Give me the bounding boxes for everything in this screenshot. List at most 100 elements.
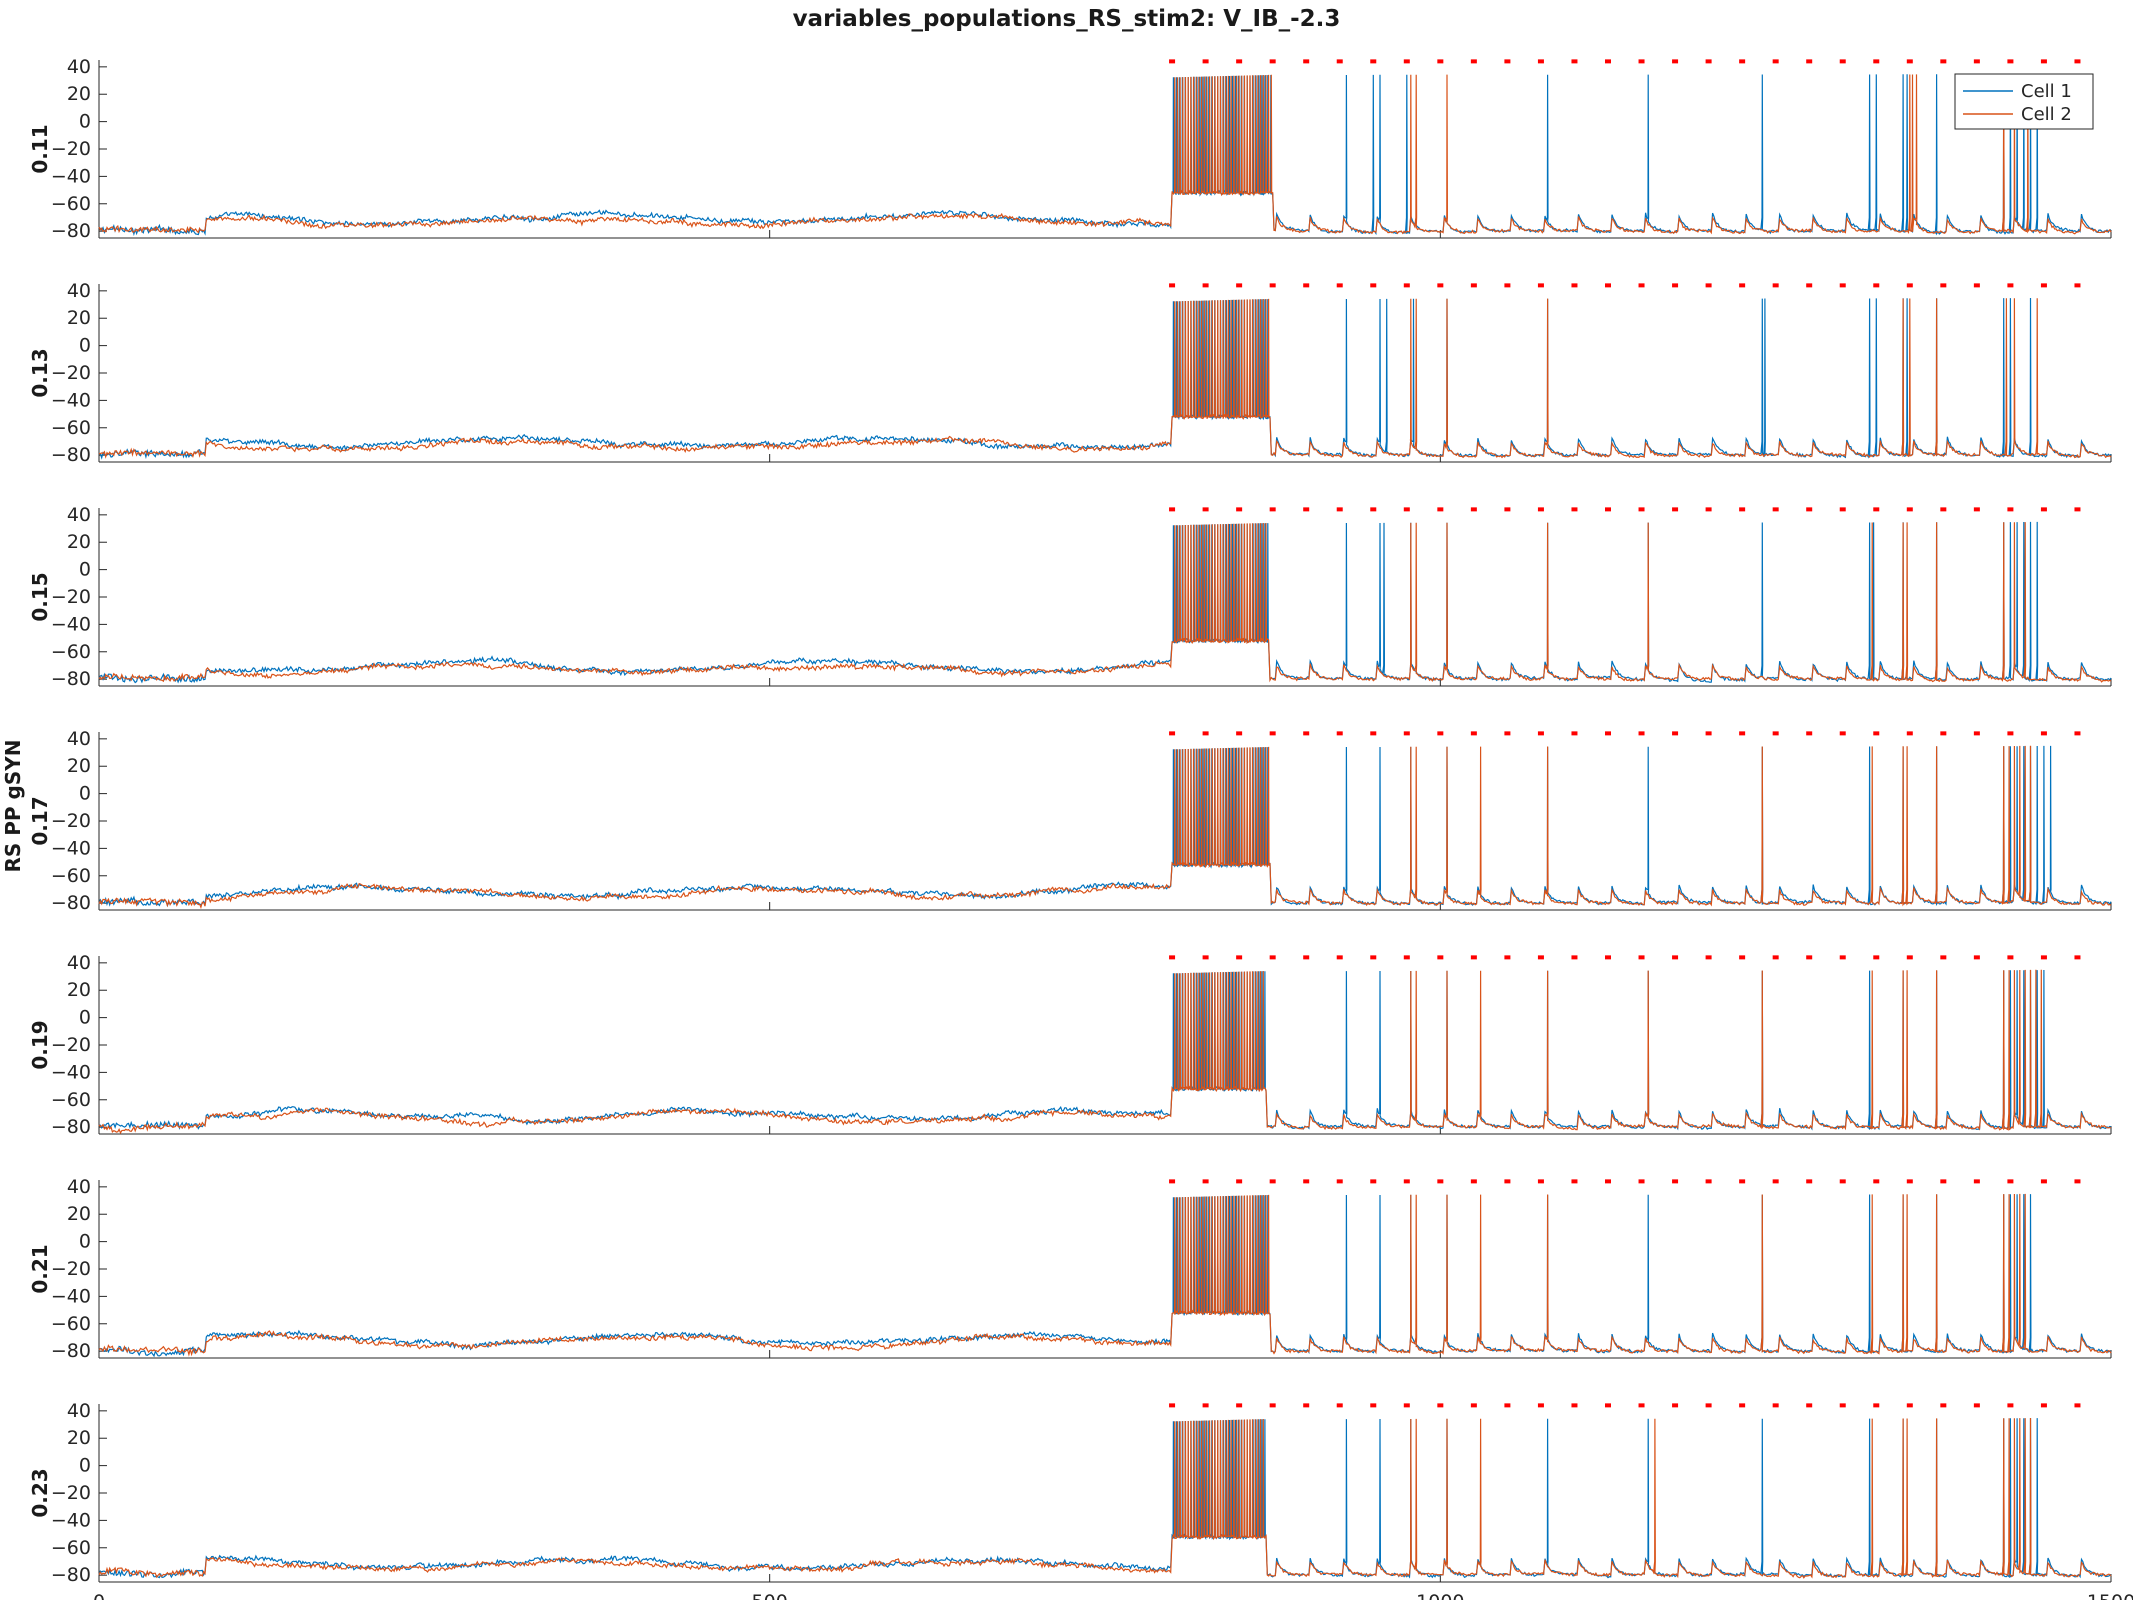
series-line-cell-2: [98, 74, 2112, 235]
stimulus-marker: [1772, 1403, 1779, 1408]
stimulus-marker: [1806, 507, 1813, 512]
panel-4: 40 20 0 −20 −40 −60 −80 0.17: [28, 728, 2112, 914]
stimulus-marker: [1873, 1403, 1880, 1408]
stimulus-marker: [2007, 283, 2014, 288]
y-tick-label: −40: [51, 389, 91, 411]
stimulus-marker: [2040, 1403, 2047, 1408]
stimulus-marker: [1605, 283, 1611, 288]
y-tick-label: 40: [67, 1400, 91, 1422]
stimulus-marker: [2074, 283, 2081, 288]
stimulus-marker: [1605, 955, 1611, 960]
stimulus-marker: [1973, 955, 1980, 960]
stimulus-marker: [1839, 59, 1846, 64]
y-tick-label: −60: [51, 641, 91, 663]
stimulus-marker: [1940, 1403, 1947, 1408]
stimulus-marker: [1806, 283, 1813, 288]
stimulus-marker: [1403, 1179, 1410, 1184]
stimulus-marker: [1940, 1179, 1947, 1184]
panel-6: 40 20 0 −20 −40 −60 −80 0.21: [28, 1176, 2112, 1362]
stimulus-marker: [1705, 283, 1712, 288]
stimulus-marker: [1470, 1403, 1477, 1408]
y-tick-label: −20: [51, 810, 91, 832]
stimulus-marker: [1370, 1403, 1377, 1408]
y-axis-label: RS PP gSYN: [1, 740, 25, 873]
y-tick-label: −80: [51, 892, 91, 914]
stimulus-marker: [1202, 59, 1209, 64]
y-tick-label: −20: [51, 362, 91, 384]
stimulus-marker: [1672, 731, 1679, 736]
y-tick-label: −20: [51, 138, 91, 160]
stimulus-marker: [1303, 1403, 1310, 1408]
stimulus-marker: [1906, 1179, 1913, 1184]
stimulus-marker: [1336, 1403, 1343, 1408]
stimulus-marker: [1336, 955, 1343, 960]
stimulus-marker: [1537, 59, 1544, 64]
stimulus-marker: [1303, 507, 1310, 512]
stimulus-marker: [1169, 731, 1176, 736]
stimulus-marker: [1202, 955, 1209, 960]
stimulus-marker: [1269, 731, 1276, 736]
stimulus-marker: [1437, 1179, 1444, 1184]
stimulus-marker: [1403, 283, 1410, 288]
stimulus-marker: [2040, 1179, 2047, 1184]
row-label: 0.19: [28, 1020, 52, 1069]
stimulus-marker: [1839, 507, 1846, 512]
stimulus-marker: [1571, 1403, 1578, 1408]
stimulus-marker: [1772, 955, 1779, 960]
series-line-cell-1: [98, 969, 2112, 1131]
stimulus-marker: [1470, 283, 1477, 288]
y-tick-label: 20: [67, 755, 91, 777]
stimulus-marker: [1672, 955, 1679, 960]
stimulus-marker: [1303, 1179, 1310, 1184]
panel-3: 40 20 0 −20 −40 −60 −80 0.15: [28, 504, 2112, 690]
legend-entry: Cell 1: [2021, 81, 2072, 102]
stimulus-marker: [1236, 955, 1243, 960]
stimulus-marker: [1806, 955, 1813, 960]
stimulus-marker: [1772, 507, 1779, 512]
y-tick-label: 40: [67, 728, 91, 750]
x-tick-label: 500: [752, 1591, 788, 1600]
stimulus-marker: [1605, 507, 1611, 512]
stimulus-marker: [1269, 507, 1276, 512]
stimulus-marker: [1739, 1403, 1746, 1408]
stimulus-marker: [1638, 955, 1645, 960]
stimulus-marker: [2040, 507, 2047, 512]
stimulus-marker: [2040, 731, 2047, 736]
stimulus-marker: [1504, 1179, 1511, 1184]
stimulus-marker: [1169, 955, 1176, 960]
row-label: 0.17: [28, 796, 52, 845]
series-line-cell-1: [98, 521, 2112, 684]
stimulus-marker: [1839, 1403, 1846, 1408]
y-tick-label: 40: [67, 952, 91, 974]
y-tick-label: −80: [51, 1564, 91, 1586]
series-line-cell-1: [98, 1418, 2112, 1579]
stimulus-marker: [2007, 1403, 2014, 1408]
stimulus-marker: [1906, 59, 1913, 64]
stimulus-marker: [1672, 1179, 1679, 1184]
stimulus-marker: [2074, 59, 2081, 64]
stimulus-marker: [2074, 731, 2081, 736]
stimulus-marker: [1370, 955, 1377, 960]
y-tick-label: −60: [51, 417, 91, 439]
stimulus-marker: [1973, 1179, 1980, 1184]
stimulus-marker: [1236, 283, 1243, 288]
stimulus-marker: [1236, 1179, 1243, 1184]
stimulus-marker: [1303, 955, 1310, 960]
y-tick-label: −80: [51, 1116, 91, 1138]
stimulus-marker: [1303, 59, 1310, 64]
stimulus-marker: [1202, 507, 1209, 512]
stimulus-marker: [1873, 507, 1880, 512]
stimulus-marker: [1806, 731, 1813, 736]
series-line-cell-2: [98, 522, 2112, 683]
stimulus-marker: [1973, 507, 1980, 512]
stimulus-marker: [1873, 59, 1880, 64]
stimulus-marker: [1940, 59, 1947, 64]
series-line-cell-1: [98, 297, 2112, 460]
series-line-cell-1: [98, 1194, 2112, 1358]
stimulus-marker: [1705, 731, 1712, 736]
y-tick-label: −80: [51, 1340, 91, 1362]
stimulus-marker: [1504, 283, 1511, 288]
y-tick-label: −40: [51, 1285, 91, 1307]
stimulus-marker: [1571, 955, 1578, 960]
